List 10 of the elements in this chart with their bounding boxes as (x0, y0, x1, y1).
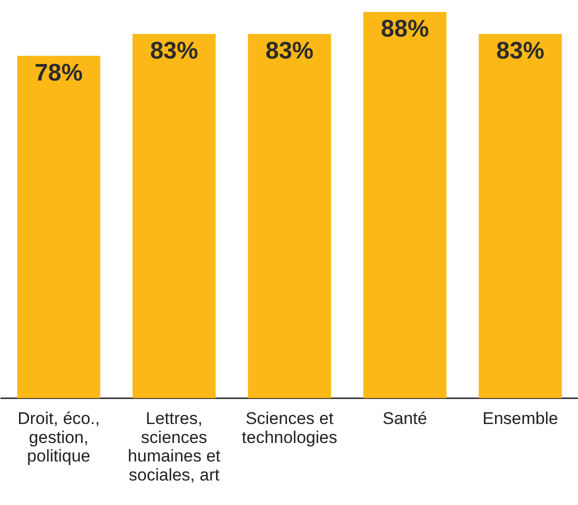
data-label: 78% (34, 60, 83, 87)
data-label: 83% (150, 38, 198, 65)
data-label: 83% (265, 38, 314, 65)
x-tick-label: Sciences et technologies (242, 409, 338, 447)
data-label: 88% (380, 16, 429, 43)
x-tick-label: Ensemble (482, 409, 558, 428)
x-tick-label: Droit, éco., gestion, politique (18, 409, 100, 466)
x-tick-label: Santé (382, 409, 428, 428)
x-tick-label: Lettres, sciences humaines et sociales, art (128, 409, 221, 484)
data-label: 83% (496, 38, 544, 65)
